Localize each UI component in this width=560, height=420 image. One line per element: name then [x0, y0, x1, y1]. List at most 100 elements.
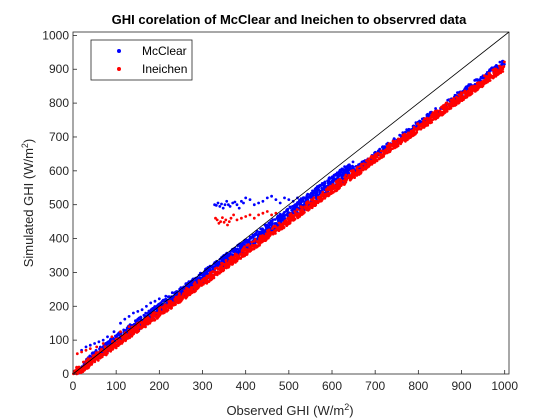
point-ineichen	[417, 126, 421, 130]
point-ineichen	[315, 201, 318, 204]
point-mcclear	[136, 319, 139, 323]
point-ineichen	[155, 316, 159, 320]
point-ineichen	[408, 136, 412, 140]
point-ineichen	[483, 74, 486, 78]
x-tick-label: 400	[236, 379, 256, 393]
point-ineichen	[105, 351, 108, 355]
x-tick-label: 100	[106, 379, 126, 393]
point-mcclear	[315, 191, 319, 194]
point-ineichen	[110, 335, 114, 339]
point-ineichen	[488, 72, 491, 75]
point-ineichen	[219, 220, 223, 224]
point-mcclear	[239, 244, 243, 248]
point-ineichen	[411, 130, 415, 134]
point-ineichen	[188, 291, 192, 295]
point-mcclear	[112, 330, 116, 334]
point-ineichen	[224, 262, 228, 266]
point-ineichen	[245, 252, 248, 256]
point-ineichen	[380, 154, 384, 158]
point-mcclear	[249, 236, 253, 240]
point-ineichen	[100, 347, 103, 351]
point-ineichen	[325, 192, 328, 196]
point-mcclear	[494, 65, 497, 69]
point-ineichen	[424, 122, 427, 125]
point-ineichen	[192, 290, 196, 294]
point-mcclear	[244, 196, 248, 200]
point-ineichen	[215, 273, 219, 277]
point-ineichen	[442, 104, 445, 107]
point-ineichen	[457, 93, 461, 97]
point-ineichen	[134, 330, 138, 334]
point-mcclear	[208, 267, 212, 271]
point-ineichen	[174, 295, 178, 299]
legend-marker-mcclear	[117, 49, 121, 53]
point-ineichen	[374, 159, 378, 162]
point-mcclear	[231, 201, 235, 205]
point-ineichen	[118, 342, 121, 346]
point-mcclear	[265, 196, 269, 200]
y-tick-label: 600	[49, 164, 69, 178]
point-ineichen	[81, 369, 84, 373]
point-mcclear	[136, 310, 140, 313]
point-ineichen	[375, 155, 378, 159]
point-ineichen	[295, 208, 299, 212]
point-ineichen	[222, 268, 226, 272]
point-ineichen	[113, 344, 117, 347]
point-mcclear	[320, 186, 324, 190]
point-mcclear	[187, 284, 190, 288]
point-ineichen	[84, 348, 88, 352]
point-ineichen	[257, 213, 260, 217]
y-axis-label-main: Simulated GHI (W/m	[21, 148, 36, 267]
point-mcclear	[301, 198, 305, 201]
point-ineichen	[167, 306, 170, 310]
point-ineichen	[103, 345, 107, 348]
point-ineichen	[430, 120, 434, 124]
point-mcclear	[258, 232, 261, 235]
point-ineichen	[385, 151, 389, 155]
point-mcclear	[351, 165, 355, 169]
point-ineichen	[423, 117, 427, 120]
point-ineichen	[382, 152, 386, 156]
point-ineichen	[350, 173, 353, 177]
point-ineichen	[425, 119, 429, 122]
point-mcclear	[119, 321, 122, 325]
point-mcclear	[326, 179, 330, 183]
point-mcclear	[326, 181, 330, 185]
point-ineichen	[295, 214, 299, 217]
point-ineichen	[422, 119, 425, 123]
point-mcclear	[240, 242, 243, 246]
point-ineichen	[165, 304, 169, 308]
point-ineichen	[312, 201, 315, 205]
point-ineichen	[232, 213, 236, 217]
y-tick-label: 500	[49, 198, 69, 212]
point-ineichen	[309, 202, 313, 206]
point-mcclear	[337, 174, 341, 178]
point-mcclear	[218, 205, 222, 208]
point-ineichen	[235, 255, 238, 259]
point-ineichen	[475, 85, 479, 89]
point-ineichen	[498, 70, 502, 73]
point-mcclear	[340, 170, 343, 174]
point-ineichen	[392, 143, 396, 147]
point-mcclear	[297, 202, 300, 206]
point-mcclear	[230, 253, 234, 256]
point-mcclear	[465, 85, 469, 89]
point-ineichen	[387, 143, 391, 147]
point-ineichen	[277, 221, 281, 225]
point-mcclear	[227, 203, 230, 207]
point-ineichen	[452, 101, 456, 105]
y-tick-label: 800	[49, 96, 69, 110]
point-ineichen	[454, 103, 458, 107]
point-ineichen	[95, 345, 99, 349]
legend-label-ineichen: Ineichen	[142, 62, 187, 76]
point-ineichen	[492, 74, 496, 77]
point-mcclear	[88, 343, 92, 347]
point-ineichen	[196, 286, 200, 290]
point-ineichen	[157, 309, 161, 313]
point-ineichen	[501, 67, 505, 71]
point-ineichen	[258, 238, 261, 242]
point-ineichen	[256, 241, 260, 244]
point-mcclear	[273, 218, 277, 221]
point-mcclear	[243, 243, 246, 246]
point-ineichen	[399, 142, 403, 146]
